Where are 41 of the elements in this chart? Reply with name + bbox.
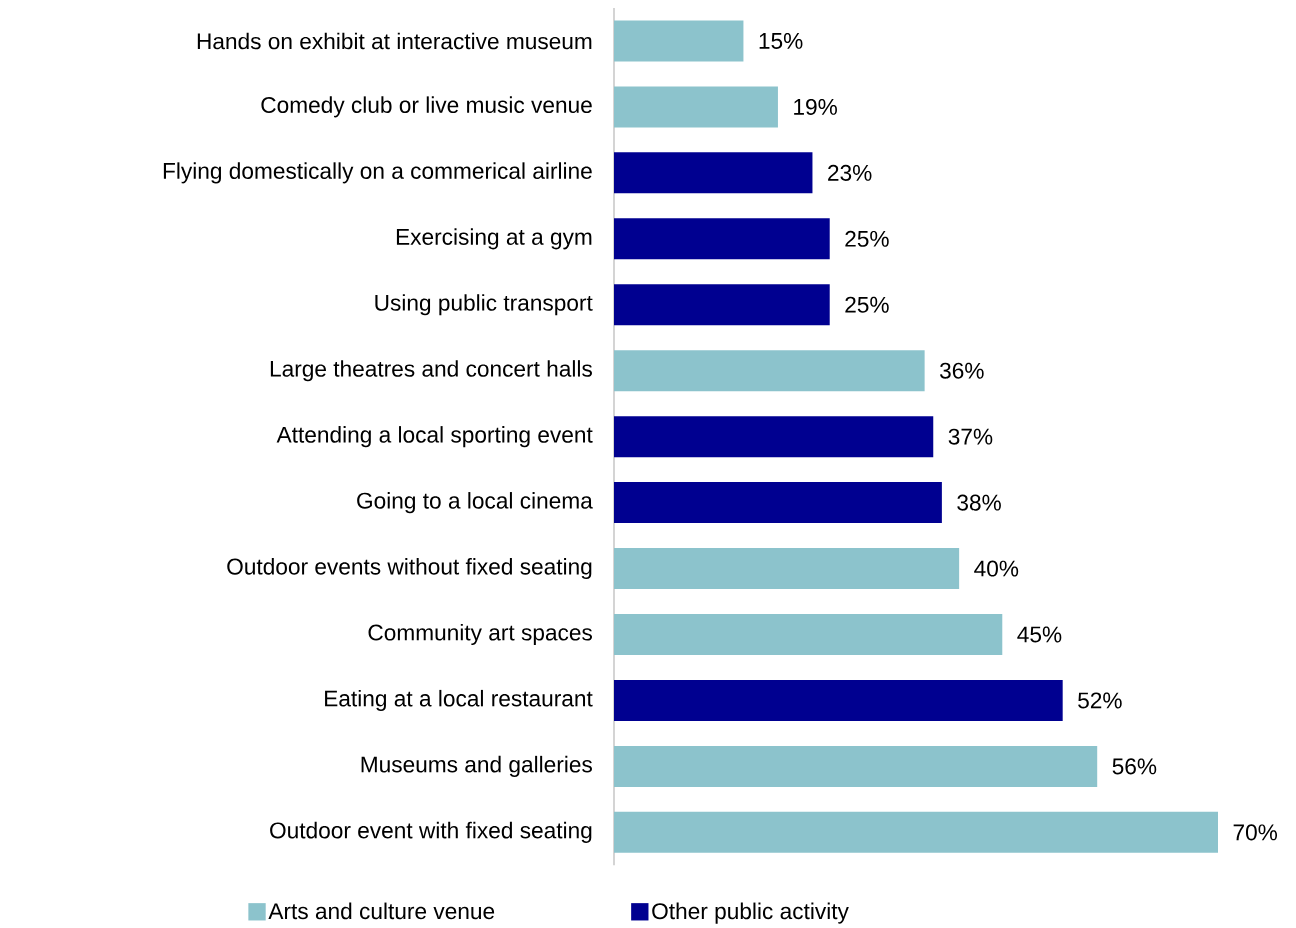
y-tick-label: Large theatres and concert halls bbox=[270, 360, 592, 382]
legend-label: Other public activity bbox=[652, 902, 849, 924]
data-label: 70% bbox=[1233, 824, 1278, 841]
y-tick-label: Outdoor event with fixed seating bbox=[270, 821, 592, 844]
bar bbox=[614, 20, 744, 62]
data-label: 45% bbox=[1017, 626, 1062, 643]
y-tick-label: Eating at a local restaurant bbox=[325, 690, 593, 712]
y-tick-label: Attending a local sporting event bbox=[276, 426, 593, 448]
data-label: 40% bbox=[974, 560, 1019, 577]
data-label: 52% bbox=[1078, 692, 1122, 709]
y-tick-label: Community art spaces bbox=[368, 624, 592, 646]
data-label: 15% bbox=[759, 33, 803, 50]
y-tick-label: Exercising at a gym bbox=[396, 228, 592, 250]
data-label: 25% bbox=[845, 230, 889, 247]
bar bbox=[614, 86, 778, 128]
bar bbox=[614, 614, 1003, 656]
y-tick-label: Outdoor events without fixed seating bbox=[227, 558, 592, 580]
y-tick-label: Comedy club or live music venue bbox=[261, 96, 592, 118]
bar bbox=[614, 284, 830, 326]
bar bbox=[614, 152, 813, 194]
bar bbox=[614, 416, 934, 458]
data-label: 36% bbox=[939, 362, 984, 379]
data-label: 56% bbox=[1112, 758, 1157, 775]
bar bbox=[614, 482, 942, 524]
bar bbox=[614, 680, 1063, 722]
data-label: 23% bbox=[828, 164, 872, 182]
data-label: 37% bbox=[948, 428, 993, 445]
data-label: 25% bbox=[845, 296, 889, 313]
y-tick-label: Using public transport bbox=[375, 294, 593, 316]
bar bbox=[614, 350, 925, 392]
y-tick-label: Flying domestically on a commerical airline bbox=[163, 162, 592, 184]
data-label: 19% bbox=[794, 99, 837, 116]
y-tick-label: Going to a local cinema bbox=[357, 492, 593, 514]
bar bbox=[614, 811, 1218, 853]
legend-label: Arts and culture venue bbox=[268, 902, 495, 920]
data-label: 38% bbox=[957, 494, 1001, 511]
y-tick-label: Hands on exhibit at interactive museum bbox=[197, 32, 592, 50]
bar bbox=[614, 548, 960, 590]
y-tick-label: Museums and galleries bbox=[361, 755, 592, 778]
bar bbox=[614, 218, 830, 260]
bar bbox=[614, 746, 1098, 788]
